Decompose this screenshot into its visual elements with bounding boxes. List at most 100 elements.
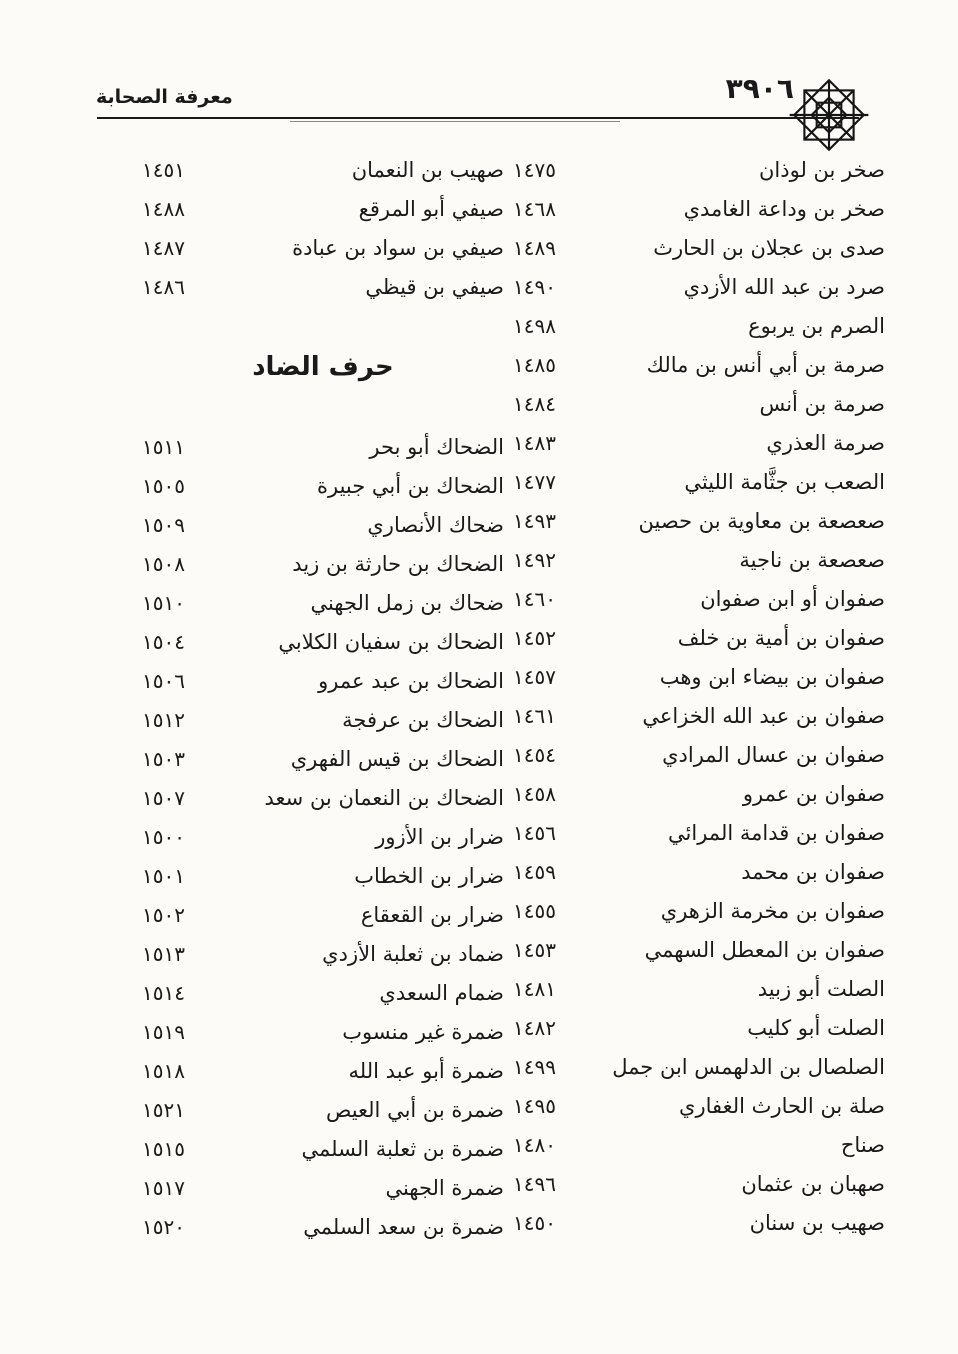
entry-number: ١٥١٤	[142, 980, 185, 1005]
entry-name: صخر بن وداعة الغامدي	[683, 196, 885, 221]
entry-name: صفوان بن عسال المرادي	[662, 742, 885, 767]
section-heading: حرف الضاد	[252, 351, 394, 382]
index-entry: صفوان بن عمرو ١٤٥٨	[513, 774, 885, 813]
index-entry: صخر بن لوذان ١٤٧٥	[513, 150, 885, 189]
entry-name: ضحاك الأنصاري	[367, 512, 504, 537]
entry-name: ضمرة بن أبي العيص	[325, 1097, 504, 1122]
left-column-top-entries: صهيب بن النعمان ١٤٥١ صيفي أبو المرقع ١٤٨…	[142, 150, 504, 306]
entry-number: ١٤٨٣	[513, 430, 556, 455]
entry-name: ضمرة بن ثعلبة السلمي	[301, 1136, 504, 1161]
entry-number: ١٤٩٢	[513, 547, 556, 572]
index-entry: صيفي بن قيظي ١٤٨٦	[142, 267, 504, 306]
book-title: معرفة الصحابة	[96, 86, 233, 108]
entry-name: الصلصال بن الدلهمس ابن جمل	[612, 1054, 885, 1079]
entry-name: الضحاك بن حارثة بن زيد	[292, 551, 504, 576]
index-entry: ضمرة بن ثعلبة السلمي ١٥١٥	[142, 1129, 504, 1168]
index-entry: ضرار بن الخطاب ١٥٠١	[142, 856, 504, 895]
entry-name: صفوان بن عبد الله الخزاعي	[642, 703, 885, 728]
index-entry: صفوان بن المعطل السهمي ١٤٥٣	[513, 930, 885, 969]
entry-name: ضمرة الجهني	[385, 1175, 504, 1200]
index-entry: صناح ١٤٨٠	[513, 1125, 885, 1164]
entry-name: الصعب بن جثَّامة الليثي	[684, 469, 885, 494]
index-entry: صرمة العذري ١٤٨٣	[513, 423, 885, 462]
entry-name: صفوان أو ابن صفوان	[700, 586, 885, 611]
entry-name: الضحاك بن عبد عمرو	[318, 668, 504, 693]
entry-number: ١٤٥٦	[513, 820, 556, 845]
entry-name: صعصعة بن ناجية	[739, 547, 885, 572]
entry-name: صفوان بن عمرو	[742, 781, 885, 806]
index-entry: ضرار بن الأزور ١٥٠٠	[142, 817, 504, 856]
index-entry: الضحاك بن سفيان الكلابي ١٥٠٤	[142, 622, 504, 661]
entry-number: ١٥٠١	[142, 863, 185, 888]
entry-name: ضرار بن الخطاب	[354, 863, 504, 888]
entry-name: صفوان بن بيضاء ابن وهب	[659, 664, 885, 689]
entry-name: الضحاك بن عرفجة	[342, 707, 504, 732]
entry-number: ١٤٩٨	[513, 313, 556, 338]
entry-number: ١٥٠٢	[142, 902, 185, 927]
index-entry: صفوان بن محمد ١٤٥٩	[513, 852, 885, 891]
index-entry: الصلت أبو كليب ١٤٨٢	[513, 1008, 885, 1047]
entry-number: ١٤٨٩	[513, 235, 556, 260]
entry-name: ضمام السعدي	[379, 980, 504, 1005]
index-entry: صرمة بن أنس ١٤٨٤	[513, 384, 885, 423]
entry-number: ١٥٠٤	[142, 629, 185, 654]
entry-number: ١٥٠٦	[142, 668, 185, 693]
index-entry: ضمرة بن سعد السلمي ١٥٢٠	[142, 1207, 504, 1246]
entry-number: ١٤٥١	[142, 157, 185, 182]
entry-name: الضحاك بن قيس الفهري	[290, 746, 504, 771]
index-entry: صدى بن عجلان بن الحارث ١٤٨٩	[513, 228, 885, 267]
entry-number: ١٤٨١	[513, 976, 556, 1001]
entry-name: ضرار بن الأزور	[375, 824, 504, 849]
entry-number: ١٤٦٨	[513, 196, 556, 221]
entry-name: صفوان بن مخرمة الزهري	[660, 898, 885, 923]
entry-number: ١٤٥٨	[513, 781, 556, 806]
entry-number: ١٤٥٢	[513, 625, 556, 650]
index-entry: صفوان بن عسال المرادي ١٤٥٤	[513, 735, 885, 774]
index-entry: الضحاك بن عرفجة ١٥١٢	[142, 700, 504, 739]
entry-name: ضرار بن القعقاع	[360, 902, 504, 927]
entry-name: صرمة بن أنس	[759, 391, 885, 416]
page-number: ٣٩٠٦	[725, 72, 794, 105]
entry-number: ١٤٨٧	[142, 235, 185, 260]
entry-name: الضحاك بن سفيان الكلابي	[278, 629, 504, 654]
entry-number: ١٥٢٠	[142, 1214, 185, 1239]
entry-number: ١٤٨٤	[513, 391, 556, 416]
entry-name: الصلت أبو كليب	[747, 1015, 885, 1040]
index-entry: صفوان بن عبد الله الخزاعي ١٤٦١	[513, 696, 885, 735]
entry-name: صفوان بن المعطل السهمي	[644, 937, 885, 962]
star-ornament-svg	[789, 78, 869, 152]
entry-number: ١٤٨٥	[513, 352, 556, 377]
entry-name: ضماد بن ثعلبة الأزدي	[322, 941, 504, 966]
entry-name: ضمرة بن سعد السلمي	[303, 1214, 504, 1239]
entry-name: صهيب بن النعمان	[351, 157, 504, 182]
entry-number: ١٤٥٧	[513, 664, 556, 689]
entry-name: ضحاك بن زمل الجهني	[310, 590, 504, 615]
entry-number: ١٤٩٠	[513, 274, 556, 299]
entry-number: ١٤٨٢	[513, 1015, 556, 1040]
entry-number: ١٥١٠	[142, 590, 185, 615]
index-entry: ضحاك بن زمل الجهني ١٥١٠	[142, 583, 504, 622]
entry-number: ١٥١٣	[142, 941, 185, 966]
star-ornament-icon	[788, 74, 870, 156]
entry-name: صيفي أبو المرقع	[358, 196, 504, 221]
entry-name: الضحاك أبو بحر	[369, 434, 504, 459]
entry-number: ١٥٠٩	[142, 512, 185, 537]
entry-name: ضمرة غير منسوب	[342, 1019, 504, 1044]
entry-name: صفوان بن محمد	[741, 859, 885, 884]
index-entry: ضماد بن ثعلبة الأزدي ١٥١٣	[142, 934, 504, 973]
entry-name: صلة بن الحارث الغفاري	[679, 1093, 885, 1118]
index-entry: ضحاك الأنصاري ١٥٠٩	[142, 505, 504, 544]
entry-number: ١٤٨٠	[513, 1132, 556, 1157]
entry-number: ١٤٩٣	[513, 508, 556, 533]
entry-name: صرمة بن أبي أنس بن مالك	[646, 352, 885, 377]
entry-name: صيفي بن قيظي	[365, 274, 504, 299]
entry-number: ١٤٩٩	[513, 1054, 556, 1079]
index-entry: ضمرة أبو عبد الله ١٥١٨	[142, 1051, 504, 1090]
entry-number: ١٥١٩	[142, 1019, 185, 1044]
entry-number: ١٤٩٦	[513, 1171, 556, 1196]
entry-name: صعصعة بن معاوية بن حصين	[638, 508, 885, 533]
entry-number: ١٤٨٦	[142, 274, 185, 299]
entry-number: ١٥٢١	[142, 1097, 185, 1122]
entry-name: الضحاك بن أبي جبيرة	[317, 473, 504, 498]
